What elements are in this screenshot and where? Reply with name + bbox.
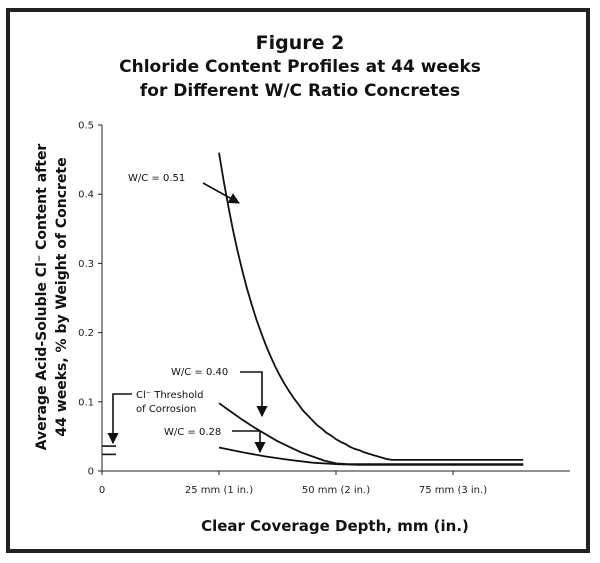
series-layer — [102, 152, 524, 466]
threshold-label-line-2: of Corrosion — [136, 404, 196, 415]
annotation-wc-051-arrow — [202, 182, 240, 204]
axes: 0 0.1 0.2 0.3 0.4 0.5 0 25 mm (1 in.) 50 mm (2 i… — [78, 121, 570, 496]
annotation-wc-040-label: W/C = 0.40 — [171, 367, 228, 378]
x-tick-label: 50 mm (2 in.) — [302, 485, 370, 496]
x-tick-label: 0 — [99, 485, 105, 496]
annotation-layer: W/C = 0.51 W/C = 0.40 W/C = 0.28 Cl⁻ Thresh… — [107, 173, 268, 454]
annotation-wc-051-label: W/C = 0.51 — [128, 173, 185, 184]
x-tick-label: 25 mm (1 in.) — [185, 485, 253, 496]
figure-frame — [6, 8, 590, 553]
annotation-wc-028-arrow — [232, 430, 266, 454]
threshold-arrow — [107, 393, 132, 445]
annotation-wc-028-label: W/C = 0.28 — [164, 427, 221, 438]
threshold-label-line-1: Cl⁻ Threshold — [136, 390, 204, 401]
series-line-wc-028 — [218, 446, 524, 466]
chart-title: Figure 2 — [255, 32, 345, 54]
y-tick-label: 0.1 — [78, 397, 94, 408]
x-tick-label: 75 mm (3 in.) — [419, 485, 487, 496]
y-tick-label: 0.5 — [78, 121, 94, 132]
y-tick-label: 0.4 — [78, 190, 94, 201]
annotation-wc-040-arrow — [240, 371, 268, 418]
y-axis-title-line-2: 44 weeks, % by Weight of Concrete — [54, 157, 70, 436]
series-line-wc-051 — [218, 152, 524, 461]
y-tick-label: 0.2 — [78, 328, 94, 339]
chart-subtitle-line-1: Chloride Content Profiles at 44 weeks — [119, 57, 481, 77]
x-axis-title: Clear Coverage Depth, mm (in.) — [201, 517, 469, 535]
y-axis-title-line-1: Average Acid-Soluble Cl⁻ Content after — [34, 144, 50, 451]
y-tick-label: 0 — [88, 467, 94, 478]
y-tick-label: 0.3 — [78, 259, 94, 270]
chart-subtitle-line-2: for Different W/C Ratio Concretes — [139, 81, 461, 101]
